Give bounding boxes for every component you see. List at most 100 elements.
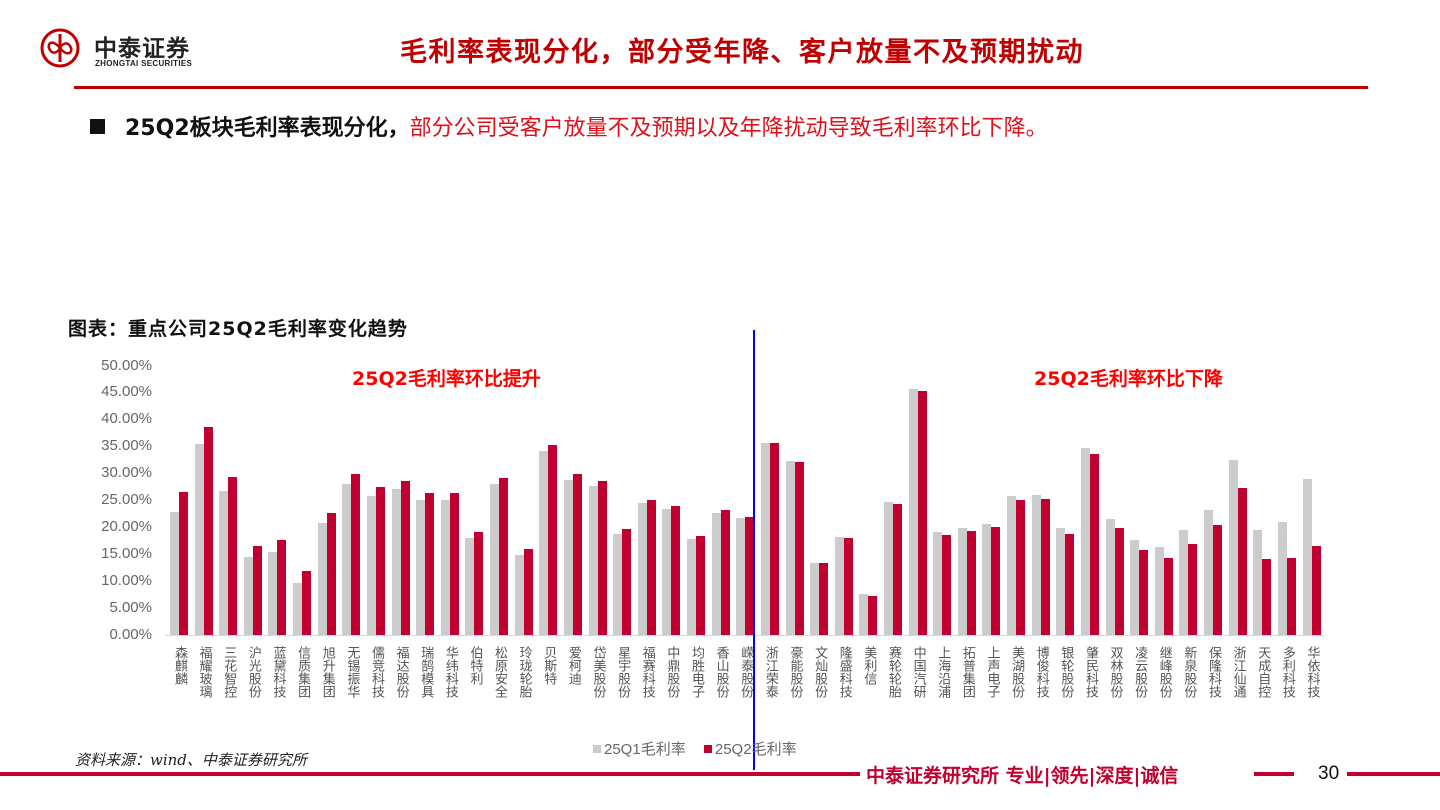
bar-25q2: [1311, 546, 1321, 635]
bar-25q1: [490, 484, 500, 635]
x-tick-label: 新泉股份: [1181, 646, 1197, 698]
x-tick-label: 森麒麟: [172, 646, 187, 685]
bar-25q1: [785, 461, 795, 635]
bar-25q1: [1056, 528, 1066, 635]
bar-25q2: [843, 537, 853, 635]
x-tick-label: 肇民科技: [1082, 646, 1098, 698]
bar-25q2: [696, 535, 706, 635]
annotation-margin-up: 25Q2毛利率环比提升: [352, 368, 541, 390]
data-source: 资料来源：wind、中泰证券研究所: [75, 751, 307, 769]
bar-25q2: [1089, 453, 1099, 635]
bar-25q2: [966, 530, 976, 635]
x-tick-label: 岱美股份: [590, 646, 606, 698]
bar-25q1: [194, 444, 204, 635]
x-tick-label: 隆盛科技: [836, 646, 852, 698]
bar-25q1: [908, 389, 918, 635]
bar-25q1: [588, 486, 598, 635]
bar-25q1: [1154, 547, 1164, 635]
x-tick-label: 福赛科技: [639, 646, 655, 698]
bar-25q1: [366, 495, 376, 635]
bar-25q1: [268, 551, 278, 635]
bar-25q1: [613, 533, 623, 635]
bar-25q1: [243, 557, 253, 635]
legend-swatch-q2: [703, 745, 712, 753]
bar-25q2: [548, 444, 558, 635]
bar-25q2: [769, 442, 779, 635]
key-point-red: 部分公司受客户放量不及预期以及年降扰动导致毛利率环比下降。: [409, 116, 1048, 141]
y-tick-label: 0.00%: [109, 626, 152, 643]
bar-25q2: [1286, 557, 1296, 635]
bar-25q1: [933, 532, 943, 635]
x-tick-label: 继峰股份: [1156, 646, 1172, 698]
bar-25q2: [474, 531, 484, 635]
legend-item-q2: 25Q2毛利率: [703, 741, 797, 758]
x-tick-label: 嵘泰股份: [738, 646, 754, 698]
bar-25q2: [499, 478, 509, 635]
key-point: 25Q2板块毛利率表现分化，部分公司受客户放量不及预期以及年降扰动导致毛利率环比…: [90, 110, 1048, 142]
bar-25q2: [622, 528, 632, 635]
footer-slogan: 中泰证券研究所 专业|领先|深度|诚信: [866, 765, 1179, 787]
y-tick-label: 45.00%: [101, 383, 152, 401]
bar-25q1: [1179, 529, 1189, 635]
footer-rule-mid: [1254, 772, 1294, 776]
bar-25q1: [711, 512, 721, 635]
y-tick-label: 5.00%: [109, 599, 152, 617]
bar-25q1: [637, 503, 647, 635]
bar-25q2: [1139, 550, 1149, 635]
bar-25q1: [514, 555, 524, 635]
bar-25q2: [400, 481, 410, 635]
legend-label-q2: 25Q2毛利率: [714, 741, 797, 758]
company-logo: 中泰证券 ZHONGTAI SECURITIES: [40, 26, 240, 72]
legend-label-q1: 25Q1毛利率: [604, 741, 686, 758]
bar-25q2: [179, 491, 188, 635]
x-tick-label: 美利信: [861, 646, 877, 685]
x-tick-label: 旭升集团: [319, 646, 335, 698]
x-tick-label: 无锡振华: [344, 646, 360, 698]
bar-25q1: [293, 582, 303, 635]
bar-25q2: [1016, 500, 1026, 635]
x-tick-label: 上海沿浦: [935, 646, 951, 698]
x-tick-label: 福达股份: [393, 646, 409, 698]
x-tick-label: 文灿股份: [812, 646, 828, 698]
x-tick-label: 贝斯特: [541, 646, 557, 685]
bar-25q2: [917, 391, 927, 635]
x-tick-label: 天成自控: [1255, 646, 1271, 698]
x-tick-label: 香山股份: [713, 646, 729, 698]
x-tick-label: 信质集团: [295, 646, 311, 698]
x-tick-label: 中鼎股份: [664, 646, 680, 698]
bar-25q1: [760, 442, 770, 635]
bar-25q1: [859, 594, 869, 635]
bar-25q2: [523, 548, 533, 635]
bar-25q1: [416, 500, 426, 635]
x-tick-label: 均胜电子: [689, 646, 705, 698]
x-tick-label: 松原安全: [492, 646, 508, 698]
x-tick-label: 华依科技: [1304, 646, 1320, 698]
bar-25q2: [892, 504, 902, 635]
x-tick-label: 浙江仙通: [1230, 646, 1246, 698]
bar-25q2: [449, 493, 459, 635]
bar-25q2: [819, 562, 829, 635]
bar-25q1: [883, 501, 893, 635]
y-tick-label: 40.00%: [101, 410, 152, 428]
bar-25q1: [563, 479, 573, 635]
page-number: 30: [1318, 763, 1340, 784]
bar-25q2: [1262, 559, 1272, 635]
bar-25q2: [375, 486, 385, 635]
footer-rule-left: [0, 772, 860, 776]
x-tick-label: 拓普集团: [959, 646, 975, 698]
bar-25q1: [1105, 518, 1115, 635]
bar-25q2: [1188, 544, 1198, 635]
logo-en-text: ZHONGTAI SECURITIES: [95, 59, 193, 68]
group-divider-line: [753, 330, 755, 770]
x-tick-label: 儒竞科技: [368, 646, 384, 698]
legend-item-q1: 25Q1毛利率: [593, 741, 686, 758]
chart-legend: 25Q1毛利率 25Q2毛利率: [593, 738, 811, 759]
bar-25q2: [1163, 557, 1173, 635]
x-tick-label: 星宇股份: [615, 646, 631, 698]
bar-25q2: [277, 540, 287, 635]
x-tick-label: 福耀玻璃: [196, 646, 212, 698]
x-tick-label: 双林股份: [1107, 646, 1123, 698]
bar-25q1: [539, 450, 549, 635]
bar-25q1: [1302, 478, 1312, 635]
x-tick-label: 博俊科技: [1033, 646, 1049, 698]
